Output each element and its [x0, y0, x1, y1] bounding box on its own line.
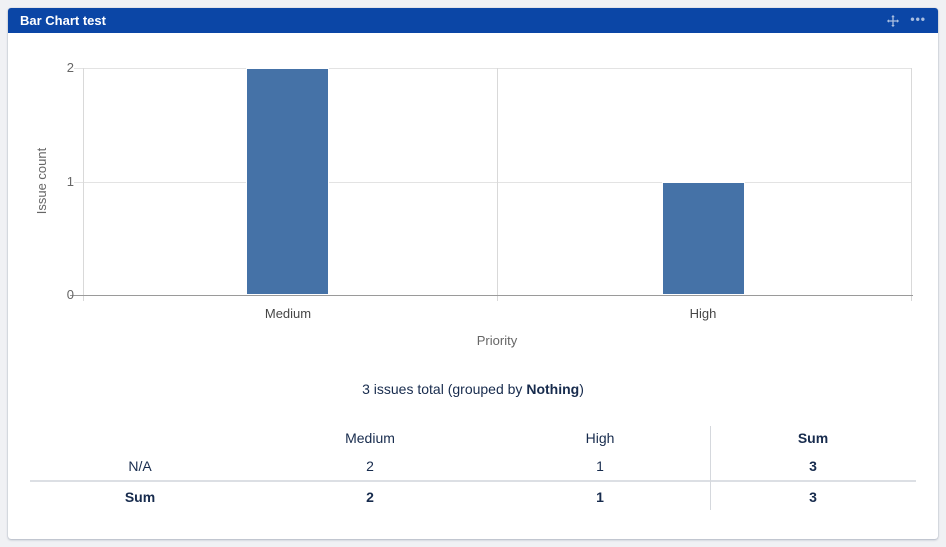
- x-category-medium: Medium: [264, 306, 312, 321]
- summary-suffix: ): [579, 381, 584, 397]
- bar-medium[interactable]: [246, 68, 329, 295]
- gridline-y2: [74, 68, 911, 69]
- row-label: N/A: [128, 458, 152, 474]
- move-icon[interactable]: [886, 14, 900, 28]
- totals-table: Medium High Sum N/A 2 1 3 Sum 2 1 3: [30, 424, 916, 512]
- y-tick-1: 1: [66, 174, 74, 189]
- x-axis-title: Priority: [476, 333, 518, 348]
- table-header-row: Medium High Sum: [30, 424, 916, 452]
- plot-left-border: [83, 68, 84, 301]
- y-tick-0: 0: [66, 287, 74, 302]
- summary-prefix: 3 issues total (grouped by: [362, 381, 527, 397]
- summary-group-name: Nothing: [526, 381, 580, 397]
- cell-medium: 2: [366, 489, 374, 505]
- issues-summary: 3 issues total (grouped by Nothing): [0, 381, 946, 397]
- header-cell-high: High: [585, 430, 615, 446]
- gadget-header: Bar Chart test •••: [8, 8, 938, 33]
- cell-sum: 3: [809, 458, 817, 474]
- y-axis-title: Issue count: [34, 147, 49, 215]
- header-cell-sum: Sum: [797, 430, 829, 446]
- table-sum-row: Sum 2 1 3: [30, 480, 916, 512]
- y-tick-2: 2: [66, 60, 74, 75]
- gadget-title: Bar Chart test: [20, 13, 106, 28]
- gadget-card: [8, 8, 938, 539]
- plot-right-border: [911, 68, 912, 301]
- header-cell-medium: Medium: [345, 430, 395, 446]
- gridline-y1: [74, 182, 911, 183]
- x-axis-line: [70, 295, 913, 296]
- cell-medium: 2: [366, 458, 374, 474]
- category-divider-line: [497, 68, 498, 301]
- cell-sum: 3: [809, 489, 817, 505]
- bar-high[interactable]: [662, 181, 745, 295]
- x-category-high: High: [689, 306, 717, 321]
- cell-high: 1: [596, 458, 604, 474]
- more-options-icon[interactable]: •••: [910, 12, 926, 26]
- table-row: N/A 2 1 3: [30, 452, 916, 480]
- gadget-header-actions: •••: [886, 13, 926, 28]
- sum-column-divider: [710, 426, 711, 510]
- row-label: Sum: [124, 489, 156, 505]
- cell-high: 1: [596, 489, 604, 505]
